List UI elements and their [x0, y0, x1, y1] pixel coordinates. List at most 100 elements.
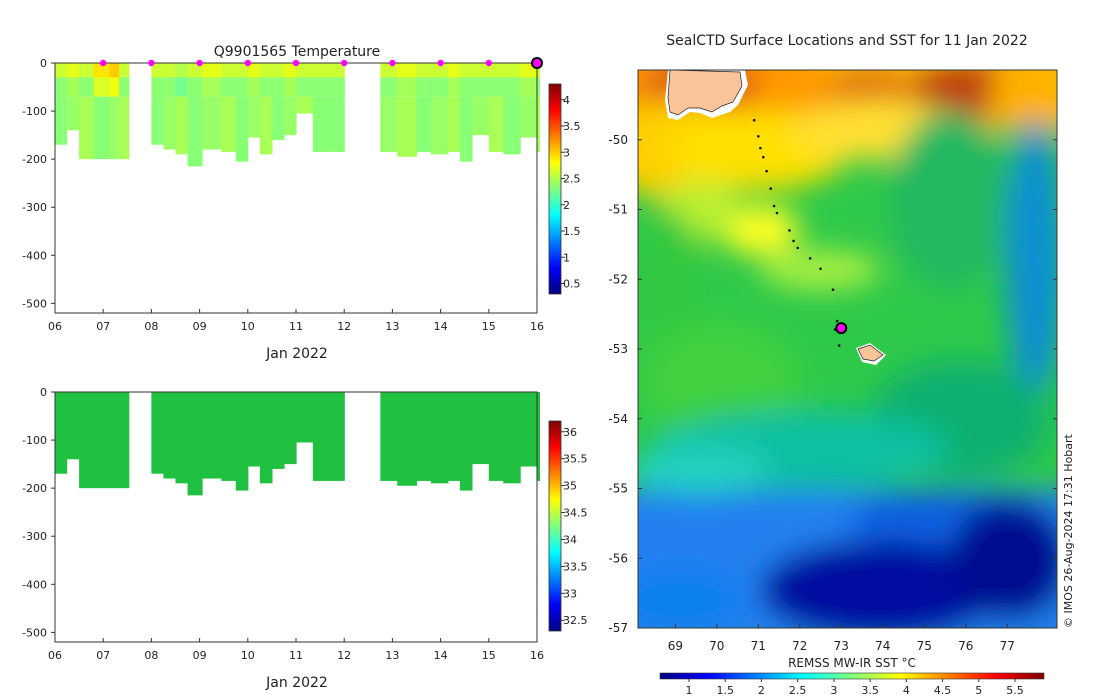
temperature-cell	[380, 96, 398, 152]
kerguelen-land-fill	[667, 70, 743, 116]
track-point	[819, 267, 822, 271]
temperature-cell	[163, 63, 177, 78]
temperature-cell	[520, 96, 538, 138]
colorbar-tick-label: 32.5	[563, 614, 588, 627]
x-tick-label: 13	[385, 649, 399, 662]
temperature-cell	[119, 63, 130, 78]
temperature-cell	[202, 63, 222, 78]
temperature-profile	[503, 63, 521, 155]
x-tick-label: 14	[434, 320, 448, 333]
track-point	[835, 319, 839, 323]
track-point	[808, 257, 812, 260]
temperature-profile	[187, 63, 203, 167]
temperature-cell	[93, 77, 111, 97]
lat-tick-label: -56	[608, 551, 628, 565]
map-colorbar-ticks: 1 1.5 2 2.5 3 3.5 4 4.5 5 5.5	[685, 679, 1024, 697]
colorbar-tick-label: 0.5	[563, 278, 581, 291]
temperature-colorbar-ticks: 0.5 1 1.5 2 2.5 3 3.5 4	[561, 94, 581, 291]
x-tick-label: 10	[241, 649, 255, 662]
x-tick-label: 09	[193, 320, 207, 333]
track-point	[775, 211, 779, 215]
temperature-cell	[175, 63, 189, 78]
salinity-profile	[235, 392, 249, 491]
sst-colorbar-tick-label: 3	[830, 684, 837, 697]
temperature-cell	[430, 96, 449, 155]
temperature-cell	[488, 63, 504, 78]
y-tick-label: 0	[40, 57, 47, 70]
salinity-colorbar-ticks: 32.5 33 33.5 34 34.5 35 35.5 36	[561, 426, 588, 627]
y-tick-label: -400	[22, 249, 47, 262]
track-point	[752, 118, 756, 122]
heard-island-land-fill	[857, 344, 884, 362]
lat-tick-label: -54	[608, 412, 628, 426]
temperature-cell	[271, 63, 285, 78]
temperature-cell	[312, 77, 345, 97]
salinity-profile	[488, 392, 504, 481]
temperature-cell	[488, 77, 504, 97]
x-tick-label: 14	[434, 649, 448, 662]
surface-marker	[341, 59, 348, 67]
sst-field	[638, 70, 1057, 628]
surface-marker	[244, 59, 251, 67]
temperature-profile	[430, 63, 449, 155]
salinity-profile	[259, 392, 273, 484]
salinity-profile	[175, 392, 189, 484]
salinity-profile	[67, 392, 80, 460]
map-colorbar-label: REMSS MW-IR SST °C	[788, 656, 916, 670]
colorbar-tick-label: 4	[563, 94, 570, 107]
track-point	[757, 134, 760, 138]
temperature-cell	[187, 63, 203, 78]
temperature-profile	[55, 63, 68, 145]
temperature-cell	[67, 77, 80, 97]
temperature-cell	[471, 77, 490, 97]
track-point	[831, 288, 835, 292]
sst-colorbar-tick-label: 2.5	[789, 684, 807, 697]
salinity-profile	[271, 392, 285, 469]
lon-tick-label: 72	[792, 639, 807, 653]
temperature-cell	[397, 77, 418, 97]
temperature-cell	[187, 77, 203, 97]
temperature-cell	[151, 63, 165, 78]
salinity-profile	[459, 392, 473, 491]
temperature-profile	[235, 63, 249, 162]
temperature-cell	[93, 96, 111, 160]
temperature-surface-markers	[100, 57, 543, 69]
temperature-cell	[312, 63, 345, 78]
temperature-cell	[235, 63, 249, 78]
temperature-profiles	[55, 63, 541, 167]
temperature-cell	[397, 96, 418, 157]
colorbar-tick-label: 1.5	[563, 225, 581, 238]
colorbar-tick-label: 35	[563, 480, 577, 493]
temperature-cell	[416, 63, 432, 78]
temperature-profile	[202, 63, 222, 150]
sst-colorbar-tick-label: 4	[903, 684, 910, 697]
temperature-profile	[119, 63, 130, 160]
y-tick-label: -200	[22, 153, 47, 166]
temperature-cell	[235, 96, 249, 162]
y-tick-label: -200	[22, 482, 47, 495]
temperature-profile	[79, 63, 95, 160]
temperature-profile	[163, 63, 177, 150]
salinity-profile	[163, 392, 177, 479]
temperature-cell	[459, 77, 473, 97]
surface-marker	[292, 59, 300, 67]
lon-tick-label: 73	[834, 639, 849, 653]
y-tick-label: -100	[22, 105, 47, 118]
lat-tick-label: -57	[608, 621, 628, 635]
y-tick-label: -100	[22, 434, 47, 447]
temperature-cell	[537, 77, 541, 97]
temperature-cell	[221, 63, 237, 78]
salinity-profile	[471, 392, 490, 465]
temperature-cell	[397, 63, 418, 78]
temperature-cell	[296, 63, 314, 78]
salinity-profile	[397, 392, 418, 486]
temperature-profile	[283, 63, 297, 136]
x-tick-label: 07	[96, 649, 110, 662]
temperature-profile	[312, 63, 345, 152]
temperature-cell	[67, 96, 80, 131]
temperature-title: Q9901565 Temperature	[214, 44, 381, 60]
sst-colorbar-tick-label: 5	[975, 684, 982, 697]
lat-tick-label: -52	[608, 272, 628, 286]
temperature-cell	[430, 63, 449, 78]
